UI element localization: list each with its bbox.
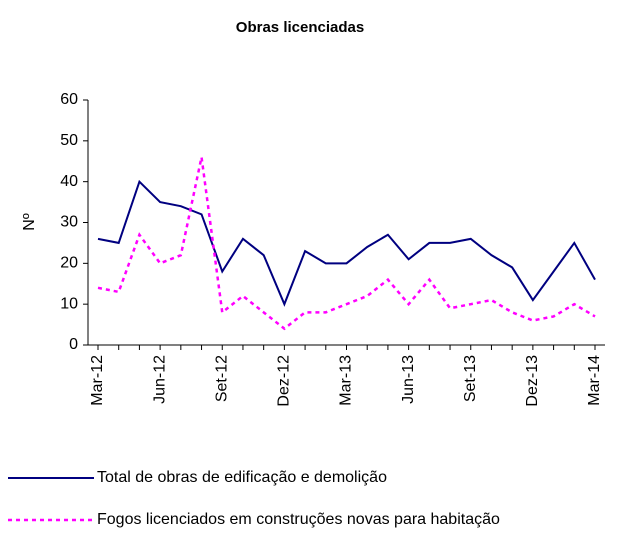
y-tick-label: 10 xyxy=(60,295,78,312)
x-tick-label: Dez-13 xyxy=(524,355,541,407)
x-tick-label: Jun-13 xyxy=(400,355,417,404)
y-tick-label: 60 xyxy=(60,91,78,108)
x-tick-label: Set-13 xyxy=(462,355,479,402)
legend-label: Fogos licenciados em construções novas p… xyxy=(97,511,500,528)
x-tick-label: Dez-12 xyxy=(276,355,293,407)
x-tick-label: Jun-12 xyxy=(151,355,168,404)
x-tick-label: Set-12 xyxy=(213,355,230,402)
x-tick-label: Mar-14 xyxy=(586,355,603,406)
y-tick-label: 30 xyxy=(60,214,78,231)
y-tick-label: 50 xyxy=(60,132,78,149)
legend-label: Total de obras de edificação e demolição xyxy=(97,469,387,486)
y-tick-label: 20 xyxy=(60,255,78,272)
y-tick-label: 40 xyxy=(60,173,78,190)
x-tick-label: Mar-13 xyxy=(338,355,355,406)
line-series xyxy=(97,179,596,307)
chart-title: Obras licenciadas xyxy=(236,19,364,36)
x-tick-label: Mar-12 xyxy=(89,355,106,406)
line-series xyxy=(97,156,596,331)
y-tick-label: 0 xyxy=(69,336,78,353)
y-axis-label: Nº xyxy=(21,213,38,231)
